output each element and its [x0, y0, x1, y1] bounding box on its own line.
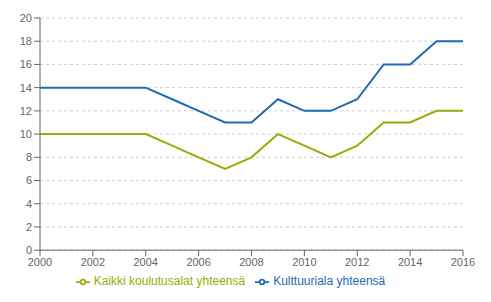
svg-text:0: 0 [26, 244, 32, 256]
svg-text:18: 18 [20, 35, 32, 47]
svg-text:14: 14 [20, 82, 32, 94]
svg-text:6: 6 [26, 174, 32, 186]
svg-text:20: 20 [20, 12, 32, 24]
svg-text:2: 2 [26, 221, 32, 233]
svg-text:2012: 2012 [345, 256, 369, 268]
svg-text:2004: 2004 [134, 256, 158, 268]
svg-text:16: 16 [20, 58, 32, 70]
svg-text:4: 4 [26, 198, 32, 210]
svg-text:12: 12 [20, 105, 32, 117]
svg-text:2006: 2006 [186, 256, 210, 268]
svg-text:2010: 2010 [292, 256, 316, 268]
html-text:Kaikki koulutusalat yhteensä: Kaikki koulutusalat yhteensä [93, 274, 246, 289]
svg-text:2002: 2002 [81, 256, 105, 268]
svg-text:2000: 2000 [28, 256, 52, 268]
svg-text:8: 8 [26, 151, 32, 163]
svg-text:2014: 2014 [398, 256, 422, 268]
html-text:Kulttuuriala yhteensä: Kulttuuriala yhteensä [273, 274, 386, 289]
svg-text:2008: 2008 [239, 256, 263, 268]
svg-text:10: 10 [20, 128, 32, 140]
svg-text:2016: 2016 [451, 256, 475, 268]
